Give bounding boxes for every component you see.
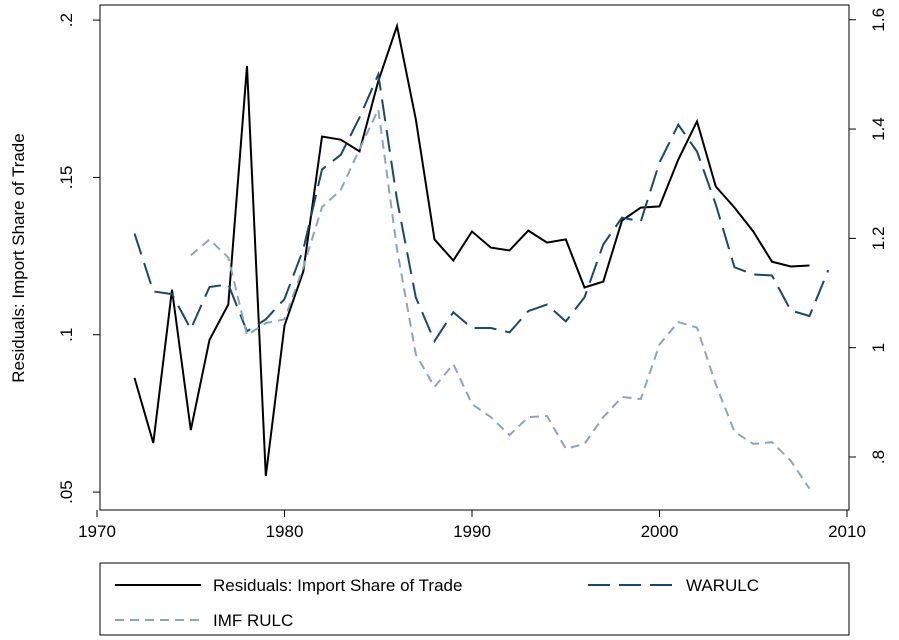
legend-box	[99, 562, 850, 636]
legend-label: Residuals: Import Share of Trade	[213, 576, 462, 595]
x-tick-label: 1980	[266, 522, 304, 541]
y-axis-title: Residuals: Import Share of Trade	[9, 133, 28, 382]
y2-tick-label: 1.2	[869, 227, 888, 251]
y2-tick-label: .8	[869, 450, 888, 464]
legend-label: IMF RULC	[213, 611, 293, 630]
y2-tick-label: 1	[869, 343, 888, 352]
x-tick-label: 2000	[641, 522, 679, 541]
y2-tick-label: 1.6	[869, 8, 888, 32]
legend-label: WARULC	[686, 576, 759, 595]
plot-frame	[99, 4, 850, 511]
y-tick-label: .05	[57, 480, 76, 504]
y-tick-label: .1	[57, 328, 76, 342]
y2-tick-label: 1.4	[869, 117, 888, 141]
series-line	[133, 22, 810, 477]
x-tick-label: 2010	[828, 522, 866, 541]
y-tick-label: .15	[57, 166, 76, 190]
y-tick-label: .2	[57, 13, 76, 27]
series-line	[133, 70, 830, 344]
x-tick-label: 1970	[78, 522, 116, 541]
x-tick-label: 1990	[453, 522, 491, 541]
series-line	[190, 105, 811, 490]
